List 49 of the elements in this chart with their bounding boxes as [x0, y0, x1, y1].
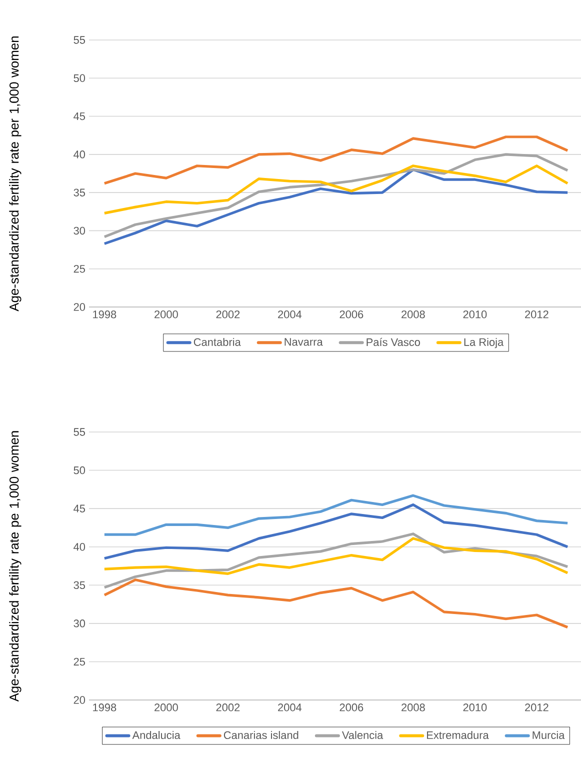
x-tick-label: 2000: [154, 310, 178, 318]
y-axis-title: Age-standardized fertility rate pe 1,000 women: [9, 431, 22, 702]
x-tick-label: 2006: [340, 310, 364, 318]
line-series: [103, 537, 569, 575]
y-tick-label: 25: [74, 658, 86, 666]
x-tick-label: 2008: [402, 704, 425, 712]
legend-label: Navarra: [284, 338, 323, 346]
x-tick-label: 1998: [93, 310, 116, 318]
line-series: [103, 164, 569, 214]
y-tick-label: 20: [74, 303, 86, 311]
legend-label: Extremadura: [427, 730, 489, 740]
x-tick-label: 2010: [463, 310, 487, 318]
y-tick-label: 40: [74, 150, 86, 158]
y-tick-label: 30: [74, 226, 86, 235]
legend-label: País Vasco: [366, 338, 420, 346]
y-tick-label: 45: [74, 504, 86, 512]
y-tick-label: 30: [74, 620, 86, 628]
legend-label: Valencia: [342, 730, 384, 740]
y-tick-label: 40: [74, 542, 86, 551]
x-tick-label: 2004: [278, 704, 302, 712]
y-tick-label: 35: [74, 188, 86, 196]
x-tick-label: 2002: [216, 704, 240, 712]
y-tick-label: 45: [74, 112, 86, 120]
line-series: [103, 503, 569, 560]
y-tick-label: 50: [74, 74, 86, 82]
legend-label: Andalucia: [132, 730, 180, 740]
y-tick-label: 55: [74, 36, 86, 44]
y-tick-label: 50: [74, 466, 86, 474]
x-tick-label: 2012: [525, 704, 548, 712]
x-tick-label: 1998: [93, 704, 116, 712]
legend-label: Cantabria: [194, 338, 241, 346]
x-tick-label: 2010: [463, 704, 487, 712]
x-tick-label: 2000: [154, 704, 178, 712]
legend-label: La Rioja: [464, 338, 504, 348]
y-tick-label: 35: [74, 581, 86, 590]
x-tick-label: 2012: [525, 310, 548, 318]
line-series: [103, 578, 569, 629]
line-series: [103, 168, 569, 245]
line-series: [103, 136, 569, 185]
x-tick-label: 2002: [216, 310, 240, 318]
y-axis-title: Age-standardized fertility rate per 1,000 women: [9, 36, 22, 312]
x-tick-label: 2004: [278, 310, 302, 318]
x-tick-label: 2008: [402, 310, 425, 318]
legend-label: Murcia: [532, 730, 565, 740]
y-tick-label: 20: [74, 696, 86, 704]
y-tick-label: 25: [74, 264, 86, 273]
y-tick-label: 55: [74, 428, 86, 436]
legend-label: Canarias island: [224, 730, 298, 740]
x-tick-label: 2006: [340, 704, 364, 712]
